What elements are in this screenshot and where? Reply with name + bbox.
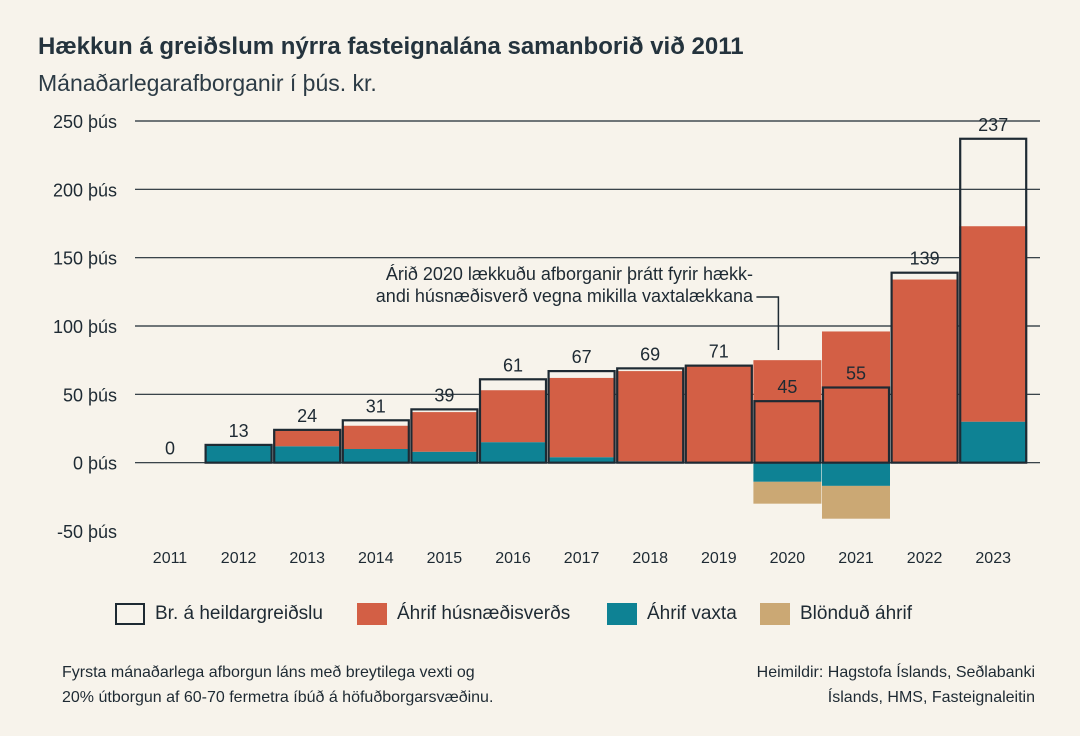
legend-swatch-total xyxy=(115,603,145,625)
x-tick-label: 2016 xyxy=(495,550,531,567)
bar-total-outline-2019 xyxy=(684,364,753,464)
data-label: 67 xyxy=(572,347,592,367)
x-tick-label: 2012 xyxy=(221,550,257,567)
bar-total-outline-2017 xyxy=(547,370,616,464)
bar-total-outline-2015 xyxy=(410,408,479,464)
bar-house-2013 xyxy=(273,429,342,447)
data-label: 39 xyxy=(434,385,454,405)
x-tick-label: 2013 xyxy=(289,550,325,567)
data-label: 55 xyxy=(846,364,866,384)
bar-rates-2015 xyxy=(410,451,479,463)
data-label: 45 xyxy=(777,377,797,397)
y-tick-label: 0 þús xyxy=(73,454,117,474)
legend-label-total: Br. á heildargreiðslu xyxy=(155,603,323,624)
legend-swatch-mixed xyxy=(760,603,790,625)
legend-item-mixed: Blönduð áhrif xyxy=(760,600,912,628)
chart-subtitle: Mánaðarlegarafborganir í þús. kr. xyxy=(38,70,377,96)
data-label: 31 xyxy=(366,396,386,416)
bar-total-outline-2012 xyxy=(204,443,273,464)
x-tick-label: 2011 xyxy=(153,550,188,567)
bar-house-2020 xyxy=(753,360,822,463)
data-label: 237 xyxy=(978,115,1008,135)
bar-house-2022 xyxy=(890,279,959,463)
legend-item-house: Áhrif húsnæðisverðs xyxy=(357,600,570,628)
bar-house-2018 xyxy=(616,371,685,462)
x-tick-label: 2020 xyxy=(770,550,806,567)
x-tick-label: 2018 xyxy=(632,550,668,567)
data-label: 139 xyxy=(910,249,940,269)
legend-label-mixed: Blönduð áhrif xyxy=(800,603,912,624)
source-line-1: Heimildir: Hagstofa Íslands, Seðlabanki xyxy=(756,664,1035,681)
source-note: Heimildir: Hagstofa Íslands, Seðlabanki … xyxy=(757,660,1035,710)
y-tick-label: -50 þús xyxy=(57,522,117,542)
chart-title: Hækkun á greiðslum nýrra fasteignalána s… xyxy=(38,33,744,60)
bar-rates-2016 xyxy=(479,442,547,463)
data-label: 71 xyxy=(709,342,729,362)
bar-house-2017 xyxy=(547,377,616,458)
x-tick-label: 2021 xyxy=(838,550,874,567)
footnote-line-2: 20% útborgun af 60-70 fermetra íbúð á hö… xyxy=(62,689,494,706)
x-tick-label: 2017 xyxy=(564,550,600,567)
source-line-2: Íslands, HMS, Fasteignaleitin xyxy=(827,689,1035,706)
legend-swatch-rates xyxy=(607,603,637,625)
bar-house-2014 xyxy=(341,425,410,449)
y-tick-label: 100 þús xyxy=(53,317,117,337)
bar-house-2015 xyxy=(410,412,479,452)
bar-total-outline-2022 xyxy=(890,271,959,464)
data-label: 0 xyxy=(165,439,175,459)
bar-chart: 250 þús 200 þús 150 þús 100 þús 50 þús 0 þús -… xyxy=(53,112,1040,567)
legend: Br. á heildargreiðslu Áhrif húsnæðisverð… xyxy=(115,600,945,630)
y-tick-label: 200 þús xyxy=(53,180,117,200)
bar-house-2016 xyxy=(479,390,547,443)
x-tick-label: 2014 xyxy=(358,550,394,567)
data-label: 61 xyxy=(503,355,523,375)
legend-swatch-house xyxy=(357,603,387,625)
x-tick-label: 2023 xyxy=(975,550,1011,567)
legend-label-house: Áhrif húsnæðisverðs xyxy=(397,603,571,624)
legend-label-rates: Áhrif vaxta xyxy=(647,603,737,624)
y-tick-label: 250 þús xyxy=(53,112,117,132)
bar-house-2021 xyxy=(822,331,890,463)
bar-total-outline-2021 xyxy=(821,386,891,464)
bar-mixed-2020 xyxy=(753,481,822,504)
annotation-leader-line xyxy=(756,296,780,350)
x-tick-label: 2022 xyxy=(907,550,943,567)
bar-rates-2012 xyxy=(204,444,273,463)
bar-total-outline-2023 xyxy=(959,137,1028,464)
data-label: 13 xyxy=(229,421,249,441)
bar-mixed-2021 xyxy=(822,485,890,519)
bar-rates-2020 xyxy=(753,462,822,482)
bar-total-outline-2018 xyxy=(616,367,685,464)
bar-total-outline-2020 xyxy=(753,400,822,464)
footnote-line-1: Fyrsta mánaðarlega afborgun láns með bre… xyxy=(62,664,475,681)
bar-rates-2023 xyxy=(959,421,1028,463)
bar-rates-2013 xyxy=(273,446,342,463)
x-tick-label: 2019 xyxy=(701,550,737,567)
bar-total-outline-2016 xyxy=(478,378,548,464)
bar-rates-2021 xyxy=(822,462,890,486)
y-tick-label: 150 þús xyxy=(53,249,117,269)
y-tick-label: 50 þús xyxy=(63,385,117,405)
bar-total-outline-2013 xyxy=(273,428,342,464)
legend-item-rates: Áhrif vaxta xyxy=(607,600,737,628)
data-label: 69 xyxy=(640,344,660,364)
x-tick-label: 2015 xyxy=(427,550,463,567)
bar-house-2019 xyxy=(684,365,753,463)
annotation-text: andi húsnæðisverð vegna mikilla vaxtalæk… xyxy=(376,286,754,306)
bar-house-2023 xyxy=(959,226,1028,422)
bar-rates-2017 xyxy=(547,457,616,463)
bar-total-outline-2014 xyxy=(341,419,410,464)
bar-rates-2014 xyxy=(341,449,410,463)
annotation-text: Árið 2020 lækkuðu afborganir þrátt fyrir… xyxy=(386,264,753,284)
legend-item-total: Br. á heildargreiðslu xyxy=(115,600,323,628)
footnote: Fyrsta mánaðarlega afborgun láns með bre… xyxy=(62,660,493,710)
data-label: 24 xyxy=(297,406,317,426)
